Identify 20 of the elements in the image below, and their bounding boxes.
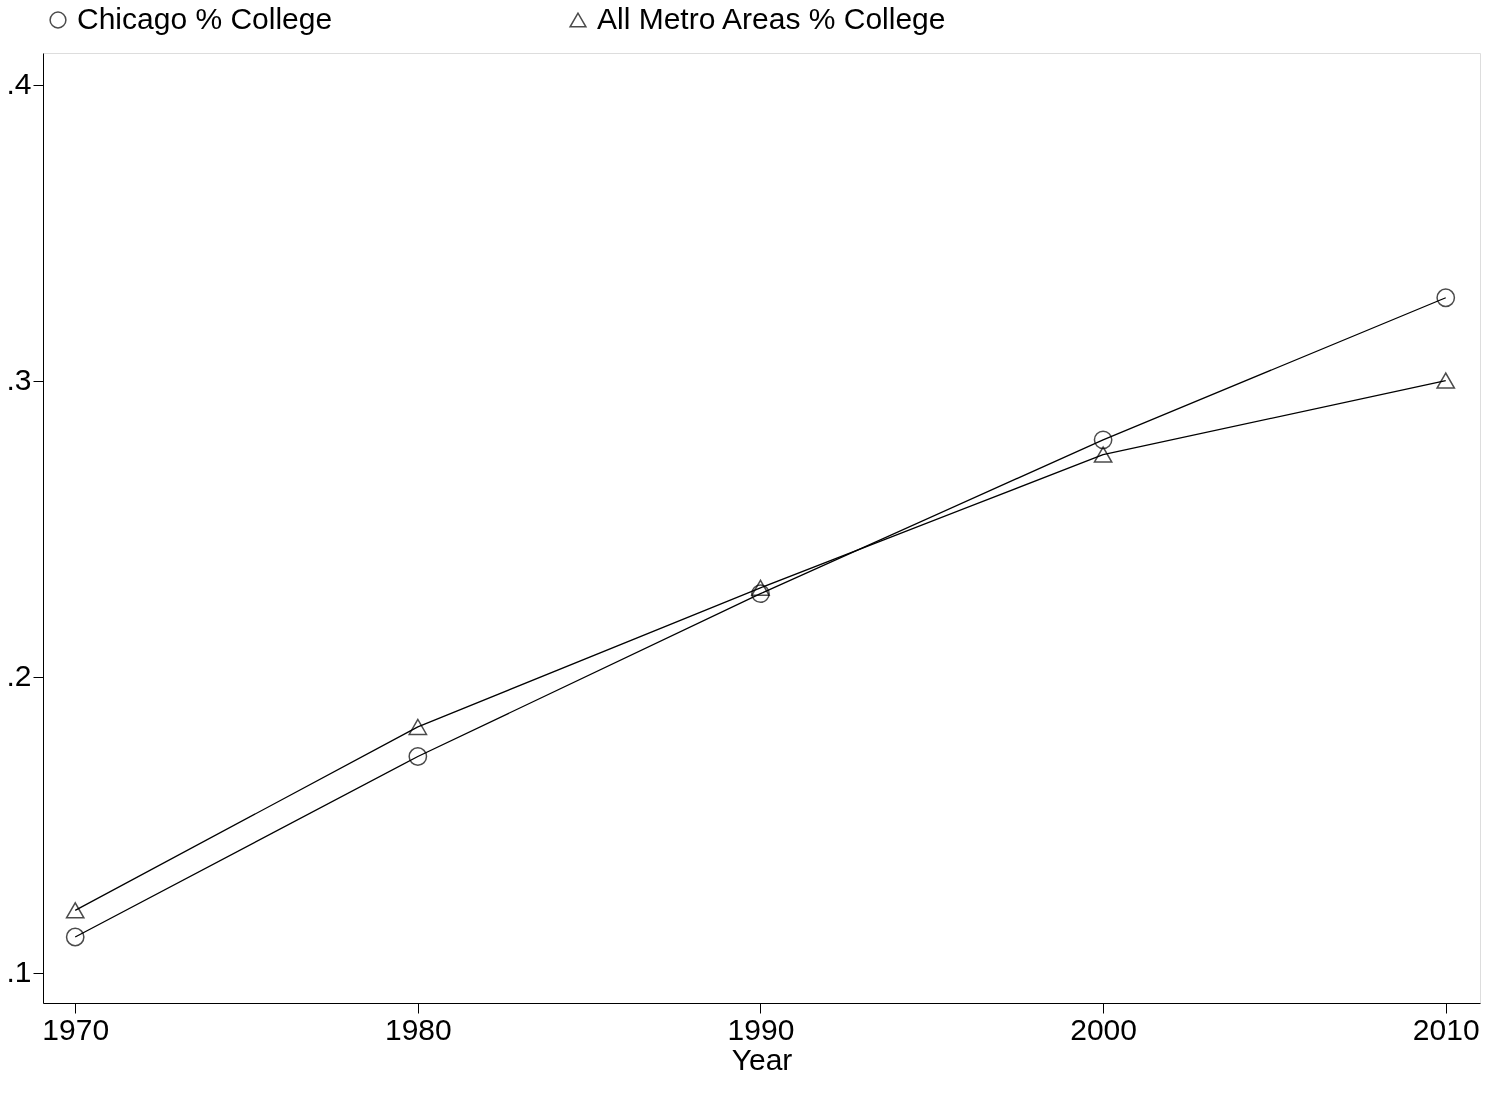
y-tick-label: .4 [6, 67, 32, 101]
x-tick-label: 1980 [384, 1012, 452, 1046]
x-tick-label: 2010 [1412, 1012, 1480, 1046]
point [1093, 430, 1113, 450]
x-tick-label: 2000 [1070, 1012, 1137, 1046]
point [408, 747, 428, 766]
x-tick-label: 1970 [42, 1012, 110, 1046]
y-tick-label: .2 [6, 659, 32, 693]
y-tick-label: .1 [6, 955, 32, 989]
point [1436, 288, 1456, 308]
point [65, 902, 85, 919]
legend-label: All Metro Areas % College [597, 2, 946, 35]
legend-label: Chicago % College [77, 2, 333, 35]
point [1093, 446, 1113, 463]
point [65, 927, 85, 947]
point [1436, 372, 1456, 389]
point [751, 584, 770, 604]
y-tick-label: .3 [6, 363, 32, 397]
point [751, 579, 770, 597]
point [408, 718, 428, 736]
